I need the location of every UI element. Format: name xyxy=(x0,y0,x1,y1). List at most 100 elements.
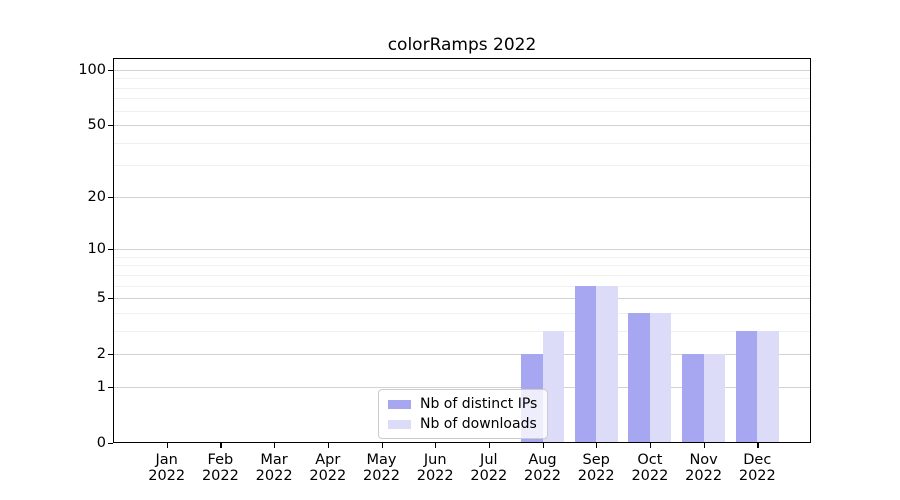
legend-swatch-nb-of-distinct-ips xyxy=(388,399,411,409)
x-tick-jul-2022 xyxy=(488,443,491,448)
y-tick-label-20: 20 xyxy=(87,188,106,205)
bar-nb-of-downloads-sep-2022 xyxy=(596,285,618,443)
y-tick-100 xyxy=(108,69,113,72)
x-tick-label-line: Oct xyxy=(637,452,663,468)
y-tick-50 xyxy=(108,125,113,127)
gridline-minor-y8 xyxy=(113,265,811,267)
gridline-minor-y90 xyxy=(113,78,811,80)
gridline-minor-y40 xyxy=(113,142,811,144)
y-tick-label-0: 0 xyxy=(96,435,106,451)
x-tick-label-dec-2022: Dec 2022 xyxy=(725,452,789,485)
y-tick-label-2: 2 xyxy=(96,346,106,363)
x-tick-mar-2022 xyxy=(274,443,276,448)
x-tick-label-line: Dec xyxy=(743,452,772,468)
gridline-minor-y7 xyxy=(113,274,811,276)
legend-label-nb-of-downloads: Nb of downloads xyxy=(420,416,537,432)
x-tick-label-apr-2022: Apr 2022 xyxy=(296,452,360,485)
x-tick-label-jan-2022: Jan 2022 xyxy=(135,452,199,485)
bar-nb-of-downloads-oct-2022 xyxy=(649,312,672,443)
y-tick-1 xyxy=(108,387,113,389)
gridline-minor-y80 xyxy=(113,87,811,89)
x-tick-label-jun-2022: Jun 2022 xyxy=(403,452,467,485)
x-tick-label-feb-2022: Feb 2022 xyxy=(188,452,252,485)
gridline-major-y20 xyxy=(113,196,811,198)
legend-label-nb-of-distinct-ips: Nb of distinct IPs xyxy=(420,396,538,412)
x-tick-aug-2022 xyxy=(542,443,544,448)
x-tick-oct-2022 xyxy=(649,443,652,448)
x-tick-label-line: 2022 xyxy=(148,467,186,484)
gridline-minor-y4 xyxy=(113,312,811,314)
y-tick-0 xyxy=(108,443,113,445)
gridline-minor-y9 xyxy=(113,256,811,258)
bar-nb-of-distinct-ips-oct-2022 xyxy=(628,312,650,443)
x-tick-jun-2022 xyxy=(435,443,437,448)
legend: Nb of distinct IPs Nb of downloads xyxy=(378,389,549,439)
gridline-minor-y30 xyxy=(113,165,811,167)
x-tick-label-line: 2022 xyxy=(738,467,776,484)
x-tick-label-line: Aug xyxy=(528,452,557,468)
bar-nb-of-distinct-ips-dec-2022 xyxy=(735,330,758,443)
y-tick-2 xyxy=(108,354,113,356)
x-tick-label-line: 2022 xyxy=(470,467,508,484)
y-tick-label-100: 100 xyxy=(78,61,106,78)
gridline-minor-y3 xyxy=(113,330,811,332)
x-tick-label-jul-2022: Jul 2022 xyxy=(457,452,521,485)
x-tick-label-line: Feb xyxy=(207,452,234,468)
x-tick-label-line: Mar xyxy=(260,452,288,468)
y-tick-label-50: 50 xyxy=(87,117,106,134)
gridline-major-y100 xyxy=(113,69,811,71)
gridline-major-y5 xyxy=(113,298,811,300)
legend-item-nb-of-distinct-ips: Nb of distinct IPs xyxy=(388,396,537,412)
x-tick-label-line: 2022 xyxy=(685,467,723,484)
chart-title: colorRamps 2022 xyxy=(387,35,537,55)
x-tick-nov-2022 xyxy=(703,443,705,448)
x-tick-label-line: Nov xyxy=(689,452,718,468)
x-tick-dec-2022 xyxy=(757,443,759,448)
x-tick-label-line: Jun xyxy=(423,452,447,468)
gridline-minor-y60 xyxy=(113,110,811,112)
x-tick-label-mar-2022: Mar 2022 xyxy=(242,452,306,485)
y-tick-label-10: 10 xyxy=(87,241,106,258)
x-tick-label-line: 2022 xyxy=(524,467,561,484)
legend-item-nb-of-downloads: Nb of downloads xyxy=(388,416,537,432)
x-tick-label-sep-2022: Sep 2022 xyxy=(564,452,628,485)
x-tick-label-line: 2022 xyxy=(363,467,400,484)
x-tick-label-line: Jul xyxy=(480,452,498,468)
gridline-minor-y6 xyxy=(113,285,811,287)
x-tick-label-line: May xyxy=(366,452,397,468)
x-tick-label-line: 2022 xyxy=(631,467,669,484)
gridline-major-y1 xyxy=(113,387,811,388)
bar-nb-of-distinct-ips-nov-2022 xyxy=(682,354,704,443)
x-tick-label-aug-2022: Aug 2022 xyxy=(511,452,575,485)
y-tick-5 xyxy=(108,298,113,300)
x-tick-feb-2022 xyxy=(220,443,222,448)
bar-nb-of-downloads-nov-2022 xyxy=(703,354,726,443)
x-tick-label-line: 2022 xyxy=(577,467,615,484)
gridline-major-y50 xyxy=(113,125,811,127)
x-tick-label-line: 2022 xyxy=(309,467,347,484)
y-tick-10 xyxy=(108,249,113,251)
gridline-major-y2 xyxy=(113,354,811,356)
plot-area: Nb of distinct IPs Nb of downloads xyxy=(113,58,811,443)
x-tick-may-2022 xyxy=(381,443,383,448)
x-tick-label-line: Jan xyxy=(155,452,178,468)
y-tick-label-1: 1 xyxy=(96,379,106,395)
gridline-minor-y70 xyxy=(113,98,811,100)
x-tick-label-line: 2022 xyxy=(416,467,454,484)
x-tick-label-line: Apr xyxy=(315,452,341,468)
gridline-major-y10 xyxy=(113,249,811,251)
x-tick-sep-2022 xyxy=(596,443,598,448)
x-tick-label-line: Sep xyxy=(582,452,610,468)
y-tick-20 xyxy=(108,196,113,199)
x-tick-label-line: 2022 xyxy=(255,467,293,484)
x-tick-label-may-2022: May 2022 xyxy=(350,452,414,485)
y-tick-label-5: 5 xyxy=(96,290,106,307)
x-tick-apr-2022 xyxy=(327,443,330,448)
bar-nb-of-downloads-dec-2022 xyxy=(757,330,779,443)
x-tick-label-line: 2022 xyxy=(201,467,239,484)
bar-nb-of-distinct-ips-sep-2022 xyxy=(574,285,597,443)
x-tick-label-oct-2022: Oct 2022 xyxy=(618,452,682,485)
legend-swatch-nb-of-downloads xyxy=(388,419,411,429)
x-tick-jan-2022 xyxy=(166,443,168,448)
